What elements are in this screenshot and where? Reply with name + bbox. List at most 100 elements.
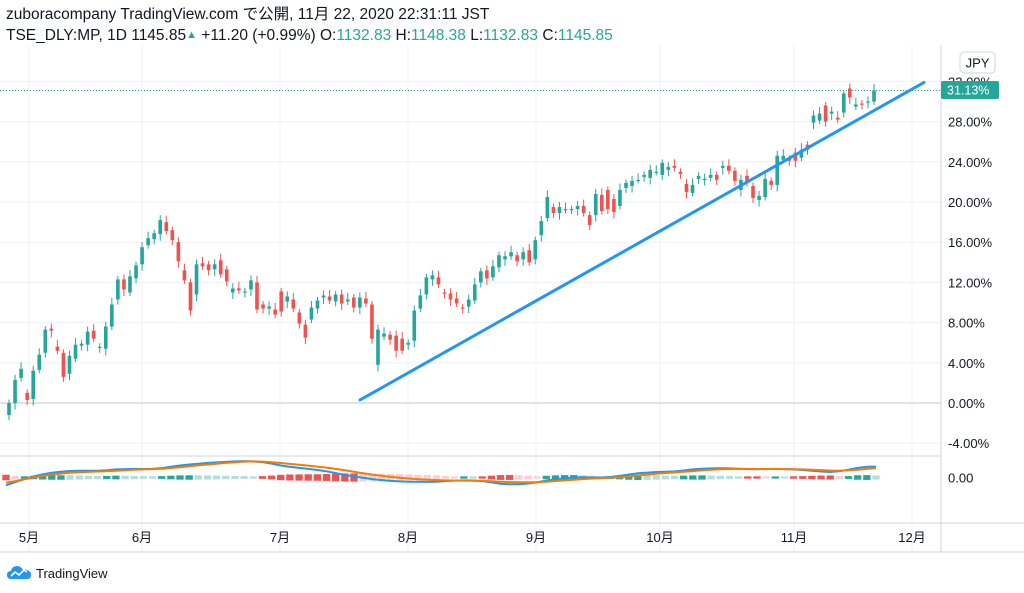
candle-body	[91, 330, 96, 339]
candle-body	[811, 115, 816, 123]
macd-histogram-bar	[341, 473, 349, 482]
candle-body	[218, 260, 223, 275]
candle-body	[696, 175, 701, 179]
candle-body	[854, 104, 858, 107]
trendline-group[interactable]	[358, 80, 926, 402]
candle-body	[134, 265, 138, 279]
macd-histogram-bar	[634, 475, 642, 480]
macd-histogram-bar	[780, 476, 789, 479]
macd-histogram-bar	[835, 476, 844, 479]
candle-body	[799, 149, 804, 158]
x-tick-label: 9月	[526, 530, 546, 545]
candle-body	[297, 312, 302, 324]
macd-histogram-bar	[11, 475, 19, 480]
candle-body	[158, 220, 163, 235]
candle-body	[757, 195, 761, 200]
candle-body	[587, 215, 592, 226]
candle-body	[630, 180, 634, 186]
candle-body	[128, 276, 132, 293]
candle-body	[727, 165, 731, 171]
macd-histogram-bar	[487, 475, 496, 480]
x-tick-label: 12月	[898, 530, 925, 545]
macd-y-tick-label: 0.00	[948, 471, 973, 486]
macd-histogram-bar	[405, 474, 413, 481]
candle-body	[116, 279, 120, 300]
candle-body	[303, 324, 308, 338]
candle-body	[557, 207, 562, 214]
open-label: O:	[319, 27, 337, 44]
candle-body	[466, 299, 471, 307]
candle-body	[315, 300, 320, 309]
macd-histogram-bar	[158, 476, 166, 479]
candle-body	[182, 270, 187, 281]
macd-histogram-bar	[441, 475, 450, 480]
low-label: L:	[470, 27, 484, 44]
candle-body	[551, 207, 556, 214]
macd-histogram-bar	[249, 476, 257, 479]
trendline[interactable]	[358, 80, 926, 402]
macd-histogram-bar	[460, 476, 468, 479]
macd-histogram-bar	[808, 475, 816, 480]
macd-histogram-bar	[478, 476, 486, 479]
candle-body	[599, 194, 604, 212]
macd-histogram-bar	[725, 476, 734, 479]
candle-body	[206, 264, 211, 271]
macd-histogram-bar	[551, 475, 560, 480]
candle-body	[146, 238, 150, 246]
macd-histogram-bar	[716, 475, 724, 480]
candle-body	[43, 329, 48, 353]
candle-body	[521, 252, 525, 260]
y-tick-label: 4.00%	[948, 356, 985, 371]
candle-body	[140, 247, 144, 265]
candle-body	[170, 230, 175, 241]
candle-body	[660, 162, 665, 175]
candle-body	[285, 296, 290, 302]
candle-body	[485, 270, 489, 279]
y-tick-label: 16.00%	[948, 235, 993, 250]
candle-body	[339, 294, 344, 304]
high-label: H:	[395, 27, 412, 44]
candle-body	[442, 292, 447, 294]
macd-histogram-bar	[222, 475, 230, 480]
currency-badge[interactable]: JPY	[959, 51, 996, 74]
candle-body	[835, 117, 840, 120]
candle-body	[31, 370, 36, 399]
macd-histogram-bar	[258, 476, 267, 479]
macd-histogram-bar	[872, 475, 880, 480]
x-tick-label: 11月	[781, 530, 808, 545]
x-axis: 5月 6月 7月 8月 9月 10月 11月 12月	[19, 530, 926, 545]
macd-histogram-bar	[863, 475, 871, 480]
y-tick-label: 28.00%	[948, 115, 993, 130]
signal-line	[5, 460, 877, 484]
candle-body	[412, 310, 417, 341]
candle-body	[684, 183, 689, 192]
candle-body	[122, 279, 126, 290]
candle-body	[606, 189, 610, 210]
axis-frame	[0, 45, 1024, 553]
tradingview-logo[interactable]: TradingView	[6, 564, 108, 582]
candle-body	[781, 155, 786, 160]
macd-histogram-bar	[286, 474, 294, 481]
macd-histogram-bar	[75, 475, 83, 480]
macd-histogram-bar	[130, 475, 138, 480]
candle-body	[545, 196, 550, 219]
macd-histogram-bar	[744, 476, 752, 479]
macd-histogram-bar	[2, 474, 10, 481]
grid-lines	[0, 45, 941, 552]
macd-histogram-bar	[194, 475, 202, 480]
y-axis: -4.00% 0.00% 4.00% 8.00% 12.00% 16.00% 20.00% 2…	[948, 74, 993, 485]
candle-body	[497, 255, 501, 268]
candle-body	[491, 266, 495, 278]
macd-histogram-bar	[817, 475, 825, 480]
candle-body	[243, 291, 247, 293]
candle-body	[200, 263, 205, 267]
candle-body	[321, 295, 326, 298]
candle-body	[164, 222, 169, 232]
candle-body	[376, 329, 380, 365]
candle-body	[224, 269, 229, 282]
candle-body	[13, 379, 17, 403]
macd-histogram-bar	[432, 475, 441, 480]
candle-body	[666, 166, 671, 170]
candle-body	[267, 306, 271, 309]
